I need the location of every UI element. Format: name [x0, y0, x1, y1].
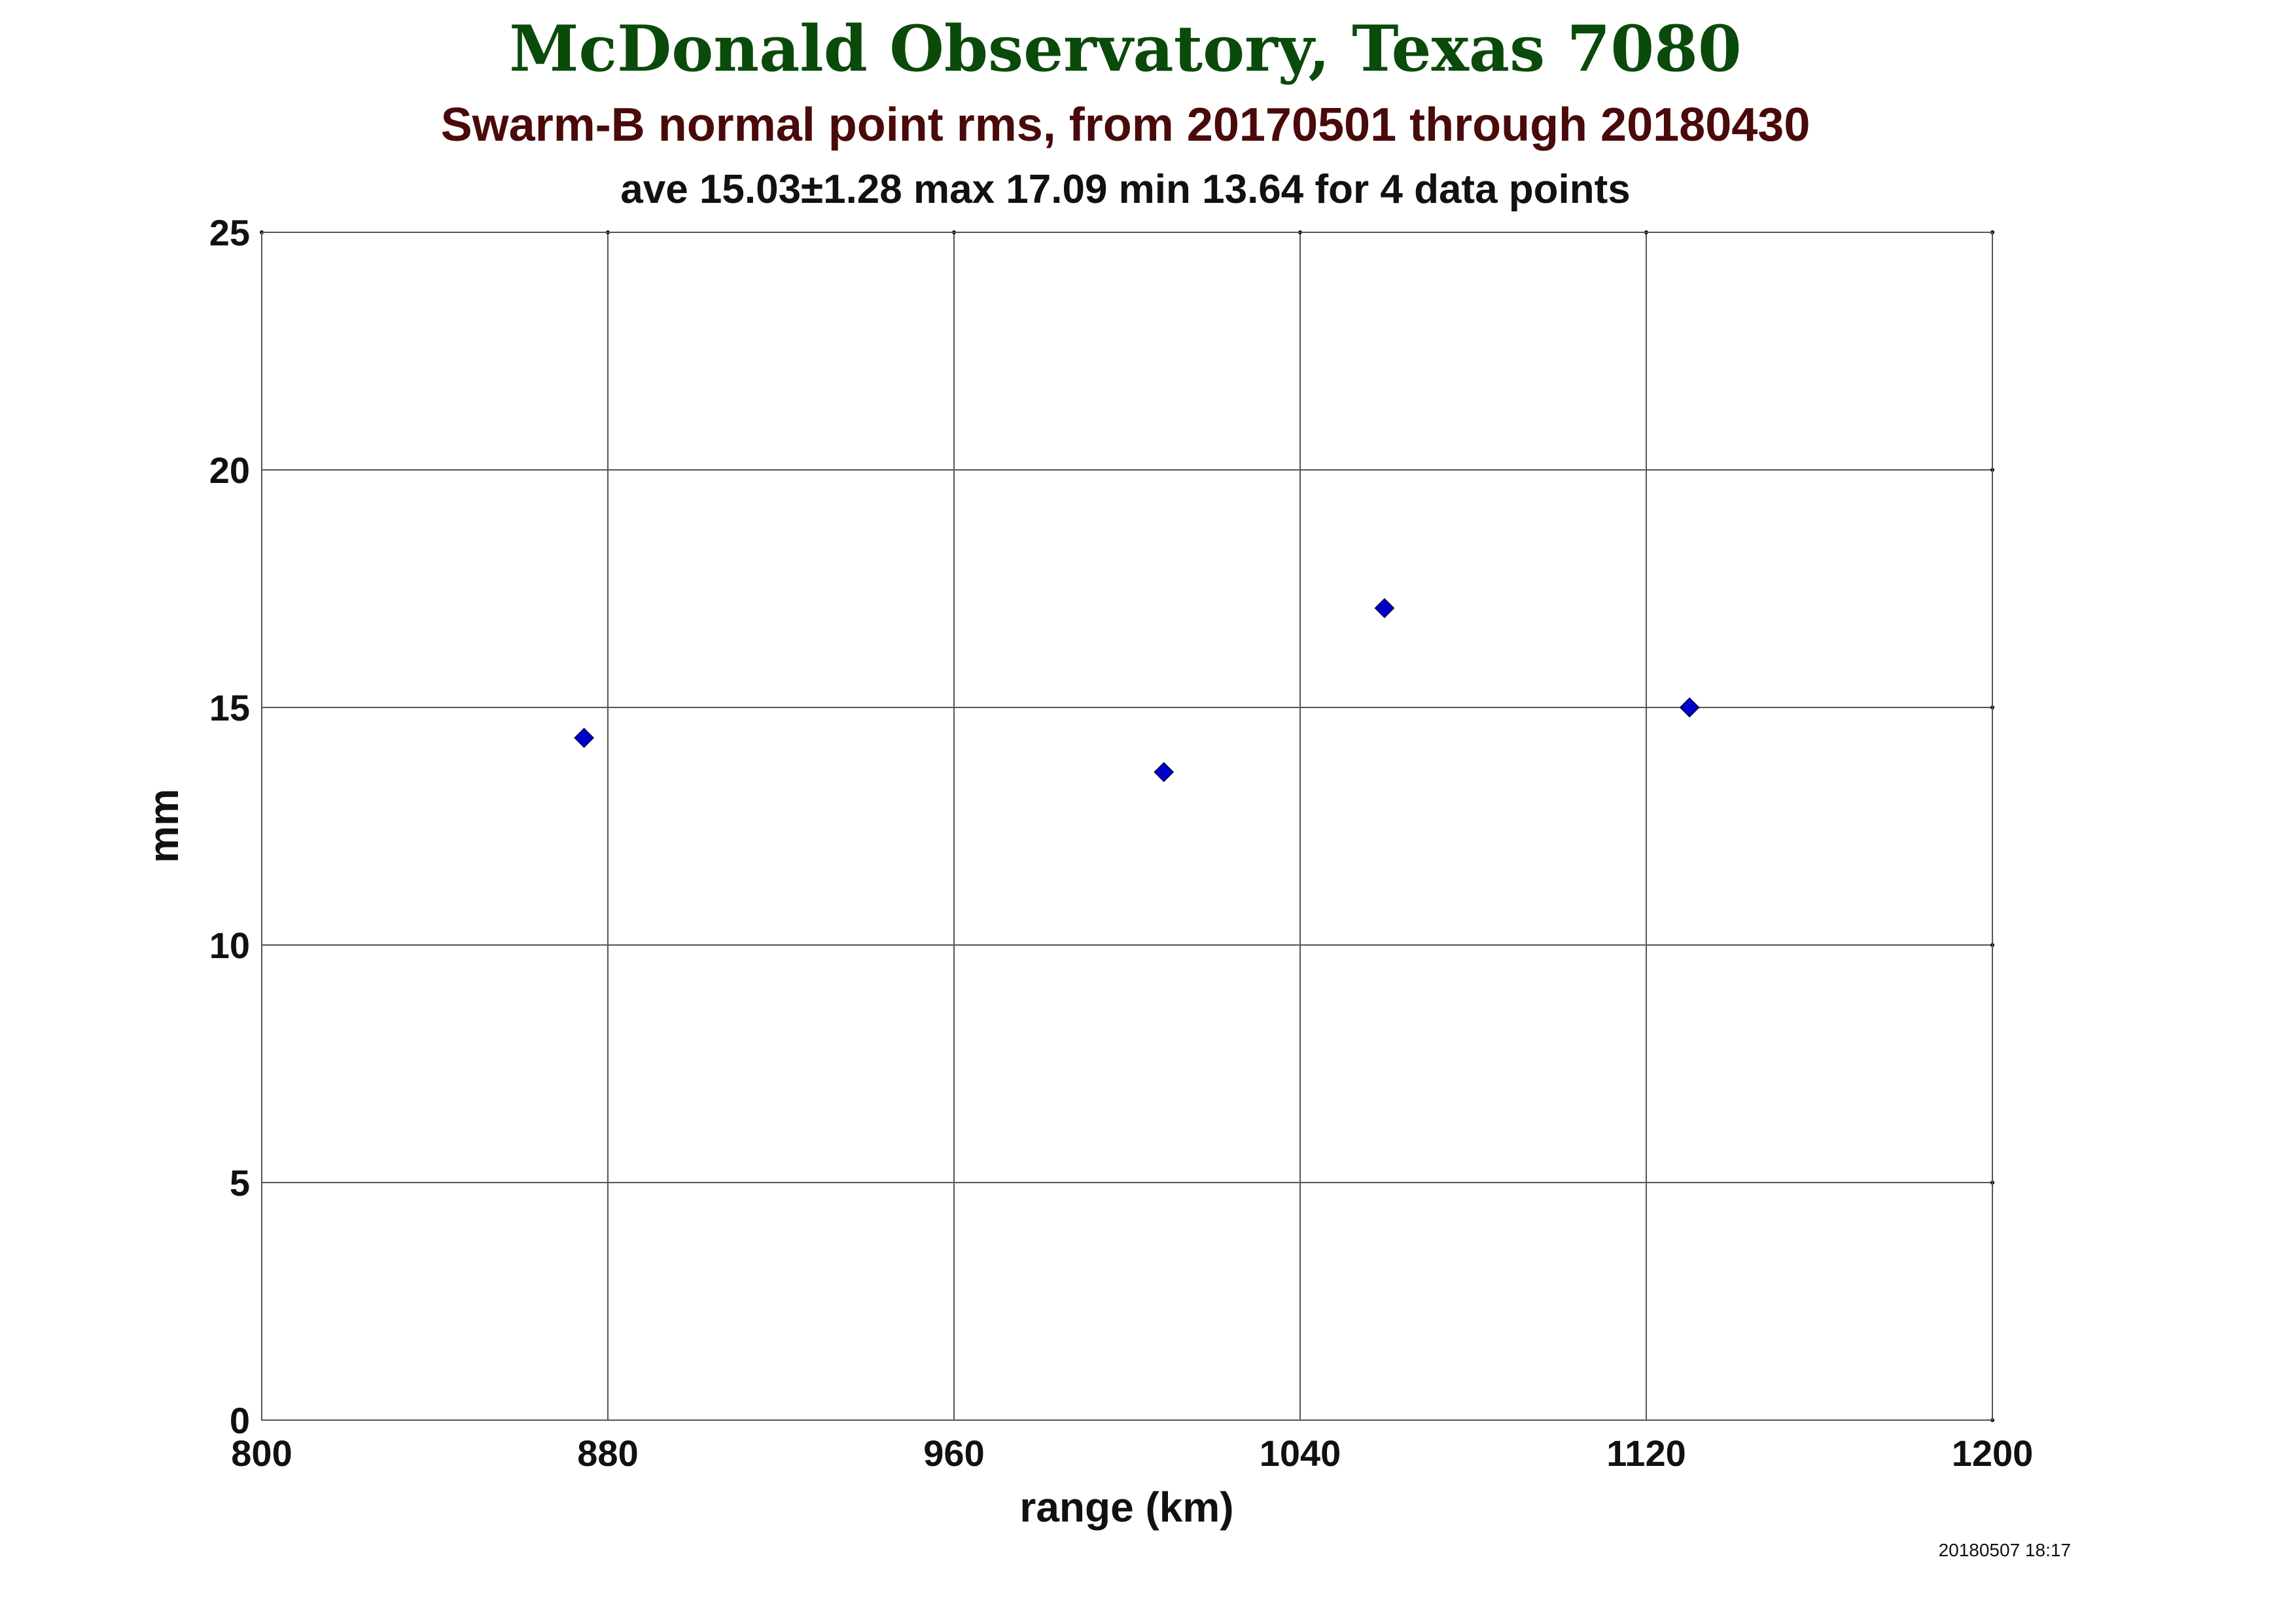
y-tick-label: 10: [209, 925, 250, 966]
data-point: [574, 728, 595, 748]
chart-stats-line: ave 15.03±1.28 max 17.09 min 13.64 for 4…: [620, 167, 1631, 212]
x-axis-label: range (km): [1019, 1484, 1233, 1531]
x-tick-label: 1200: [1952, 1433, 2034, 1474]
y-tick-label: 0: [230, 1400, 250, 1441]
data-point: [1679, 697, 1700, 718]
y-axis-label: mm: [140, 789, 187, 863]
x-tick-label: 800: [231, 1433, 292, 1474]
chart-subtitle: Swarm-B normal point rms, from 20170501 …: [441, 99, 1810, 151]
x-tick-label: 880: [577, 1433, 638, 1474]
x-tick-labels: 800 880 960 1040 1120 1200: [231, 1433, 2033, 1474]
x-tick-label: 1120: [1606, 1433, 1686, 1474]
y-tick-label: 20: [209, 450, 250, 491]
y-tick-labels: 0 5 10 15 20 25: [209, 212, 250, 1441]
data-points: [574, 597, 1700, 783]
y-tick-label: 25: [209, 212, 250, 253]
timestamp: 20180507 18:17: [1939, 1540, 2071, 1560]
data-point: [1154, 762, 1174, 783]
plot-frame: [261, 232, 1993, 1421]
chart-title: McDonald Observatory, Texas 7080: [509, 12, 1741, 86]
data-point: [1374, 597, 1395, 618]
y-tick-label: 15: [209, 687, 250, 728]
x-tick-label: 1040: [1260, 1433, 1341, 1474]
y-tick-label: 5: [230, 1162, 250, 1204]
x-tick-label: 960: [923, 1433, 984, 1474]
